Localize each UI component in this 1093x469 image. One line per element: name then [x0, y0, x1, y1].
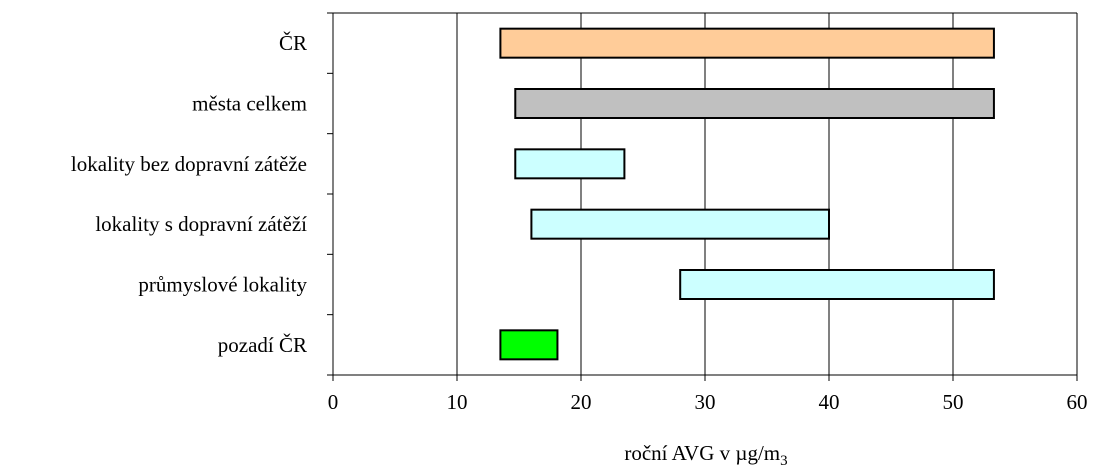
- bar-group: [499, 27, 995, 361]
- bar-1: [514, 88, 995, 119]
- bar-3: [530, 208, 831, 240]
- x-axis-title-main: roční AVG v µg/m: [624, 441, 780, 465]
- x-tick-label-40: 40: [819, 390, 840, 414]
- x-tick-label-30: 30: [695, 390, 716, 414]
- x-tick-label-0: 0: [328, 390, 339, 414]
- x-tick-label-20: 20: [571, 390, 592, 414]
- x-axis-title: roční AVG v µg/m3: [624, 441, 787, 469]
- x-tick-label-50: 50: [943, 390, 964, 414]
- category-label-2: lokality bez dopravní zátěže: [71, 152, 307, 176]
- category-label-4: průmyslové lokality: [138, 273, 307, 297]
- bar-5: [499, 329, 559, 361]
- category-label-1: města celkem: [192, 92, 307, 116]
- category-label-0: ČR: [279, 31, 307, 55]
- category-labels: ČR města celkem lokality bez dopravní zátě…: [71, 31, 308, 357]
- bar-4: [679, 269, 995, 300]
- bar-0: [499, 27, 995, 59]
- x-axis-title-subscript: 3: [780, 453, 788, 469]
- axes: [327, 12, 1078, 381]
- x-tick-label-10: 10: [447, 390, 468, 414]
- tick-labels: 0 10 20 30 40 50 60: [328, 390, 1088, 414]
- category-label-5: pozadí ČR: [218, 333, 307, 357]
- bar-2: [514, 148, 626, 180]
- x-tick-label-60: 60: [1067, 390, 1088, 414]
- category-label-3: lokality s dopravní zátěží: [95, 212, 307, 236]
- gridlines: [456, 13, 954, 375]
